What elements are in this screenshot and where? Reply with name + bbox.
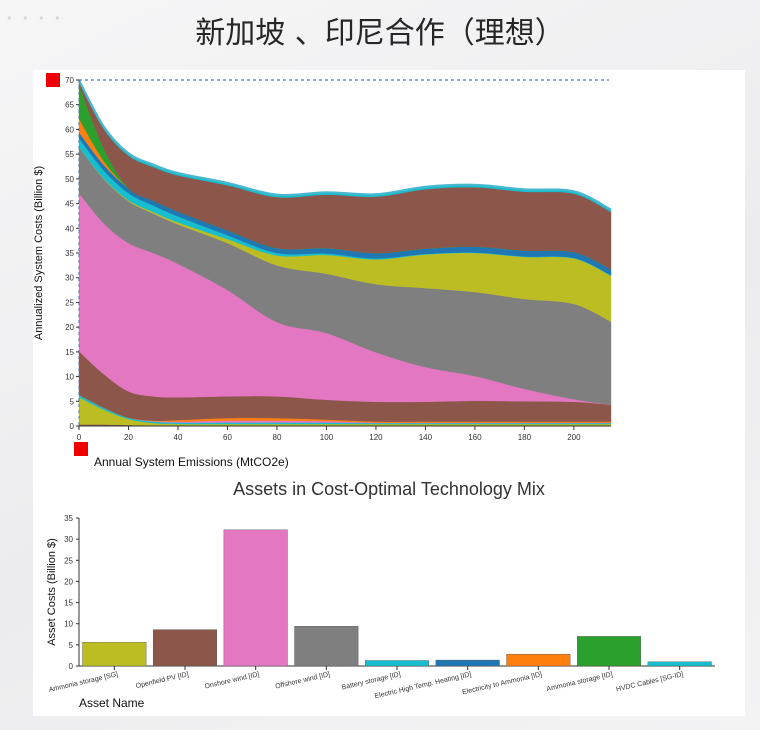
bar-5 [435, 659, 500, 667]
bar-3 [294, 626, 359, 667]
decorative-dots: • • • • [6, 12, 64, 25]
bar-6 [506, 653, 571, 667]
bar-category-label: HVDC Cables [SG-ID] [615, 671, 684, 693]
bar-y-tick-label: 35 [64, 514, 73, 523]
y-tick-label: 10 [65, 373, 74, 382]
y-tick-label: 50 [65, 175, 74, 184]
y-tick-label: 45 [65, 200, 74, 209]
bar-y-tick-label: 25 [64, 556, 73, 565]
area-chart-ylabel: Annualized System Costs (Billion $) [33, 166, 45, 340]
y-tick-label: 20 [65, 323, 74, 332]
bar-y-tick-label: 30 [64, 535, 73, 544]
bar-y-tick-label: 10 [64, 620, 73, 629]
bar-category-label: Electricity to Ammonia [ID] [462, 671, 543, 696]
area-chart-xlabel: Annual System Emissions (MtCO2e) [94, 455, 289, 469]
x-tick-label: 180 [518, 433, 532, 442]
bar-y-tick-label: 20 [64, 577, 73, 586]
bar-1 [152, 629, 217, 667]
y-tick-label: 5 [70, 397, 75, 406]
x-tick-label: 60 [223, 433, 232, 442]
x-tick-label: 120 [369, 433, 383, 442]
bar-4 [365, 660, 430, 667]
slide-title: 新加坡 、印尼合作（理想） [195, 16, 565, 51]
bar-chart-xlabel: Asset Name [79, 696, 145, 710]
y-tick-label: 60 [65, 125, 74, 134]
bar-y-tick-label: 0 [69, 662, 74, 671]
x-tick-label: 140 [419, 433, 433, 442]
bar-category-label: Ammonia storage [SG] [48, 671, 119, 694]
bar-category-label: Openfield PV [ID] [135, 671, 189, 690]
resize-handle-top[interactable] [46, 73, 60, 87]
bar-8 [647, 661, 712, 667]
y-tick-label: 25 [65, 298, 74, 307]
area-chart: 0 20 40 60 80 100 120 140 160 180 200 0 5 10 15 20 25 30 3… [33, 76, 612, 442]
bar-chart-title: Assets in Cost-Optimal Technology Mix [233, 479, 545, 499]
x-tick-label: 80 [273, 433, 282, 442]
x-tick-label: 40 [174, 433, 183, 442]
bar-chart: 0 5 10 15 20 25 30 35 Ammonia storage [SG] Openfi… [46, 514, 715, 700]
y-tick-label: 0 [70, 422, 75, 431]
y-tick-label: 65 [65, 101, 74, 110]
y-tick-label: 55 [65, 150, 74, 159]
y-tick-label: 35 [65, 249, 74, 258]
resize-handle-bottom[interactable] [74, 442, 88, 456]
bar-category-label: Onshore wind [ID] [204, 671, 260, 690]
chart-panel: 0 20 40 60 80 100 120 140 160 180 200 0 5 10 15 20 25 30 3… [33, 70, 745, 716]
area-total-outline [78, 79, 612, 211]
y-tick-label: 30 [65, 274, 74, 283]
bar-7 [577, 636, 642, 667]
x-tick-label: 100 [320, 433, 334, 442]
bar-2 [223, 529, 288, 667]
bar-chart-ylabel: Asset Costs (Billion $) [46, 538, 58, 646]
bar-y-tick-label: 15 [64, 599, 73, 608]
bar-y-tick-label: 5 [69, 641, 74, 650]
x-tick-label: 20 [124, 433, 133, 442]
x-tick-label: 160 [468, 433, 482, 442]
bar-0 [82, 642, 147, 667]
y-tick-label: 15 [65, 348, 74, 357]
x-tick-label: 200 [567, 433, 581, 442]
y-tick-label: 70 [65, 76, 74, 85]
bar-category-label: Offshore wind [ID] [275, 671, 331, 690]
y-tick-label: 40 [65, 224, 74, 233]
x-tick-label: 0 [77, 433, 82, 442]
bar-category-label: Ammonia storage [ID] [546, 671, 614, 693]
